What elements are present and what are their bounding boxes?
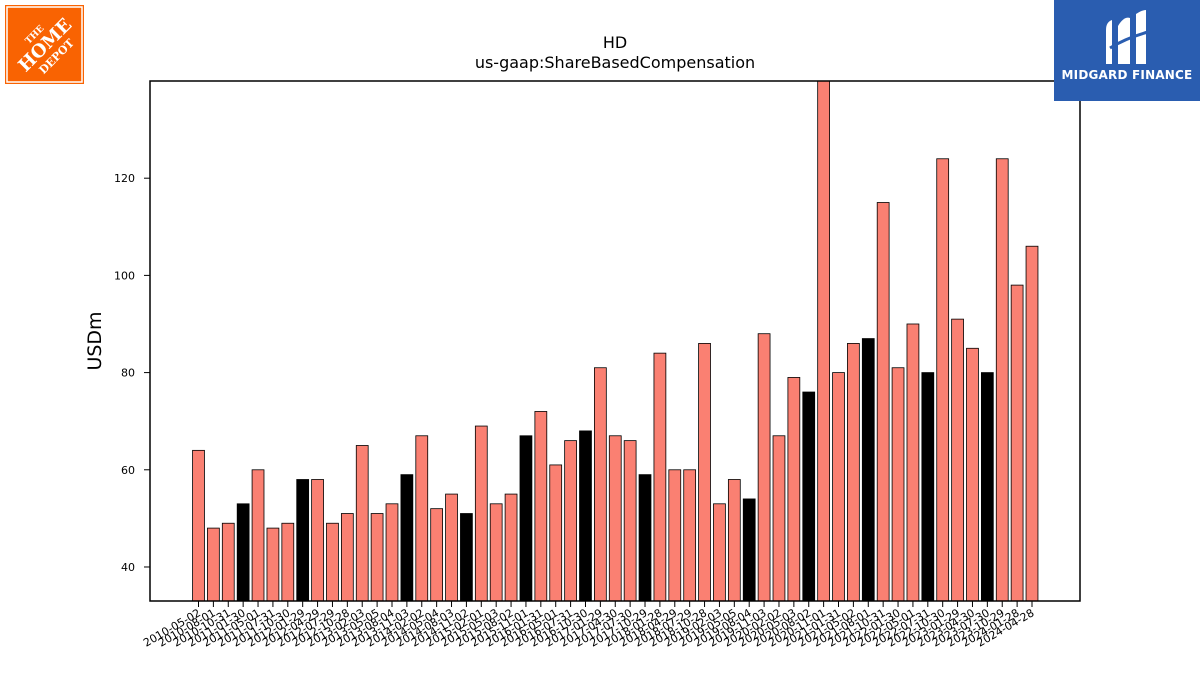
bar xyxy=(668,469,682,602)
bar xyxy=(876,202,890,602)
bar xyxy=(891,367,905,602)
midgard-mark-icon xyxy=(1106,10,1149,64)
bar xyxy=(355,445,369,602)
bar xyxy=(1010,284,1024,602)
bar xyxy=(534,411,548,602)
bar xyxy=(817,80,830,602)
bar xyxy=(489,503,503,602)
bar xyxy=(861,338,875,602)
bar xyxy=(713,503,726,602)
bar xyxy=(966,347,979,602)
bar xyxy=(430,508,444,602)
bar xyxy=(623,440,637,602)
bar xyxy=(340,513,354,602)
chart-title: HD xyxy=(603,33,627,52)
bar xyxy=(564,440,577,602)
x-axis-ticks: 2010-05-022010-08-012010-10-312011-01-30… xyxy=(141,601,1037,650)
home-depot-logo: THE HOME DEPOT xyxy=(5,5,84,84)
plot-frame xyxy=(149,80,1081,602)
y-tick-label: 80 xyxy=(121,367,135,380)
y-tick-label: 120 xyxy=(114,172,135,185)
bar xyxy=(474,425,488,602)
bar xyxy=(221,522,235,602)
bar xyxy=(936,158,950,602)
bar xyxy=(951,318,964,602)
bar xyxy=(460,513,473,602)
y-axis-label: USDm xyxy=(84,311,106,370)
y-tick-label: 40 xyxy=(121,561,135,574)
bar xyxy=(787,377,801,602)
bar xyxy=(757,333,771,602)
bars-group xyxy=(192,80,1039,602)
bar xyxy=(207,527,220,602)
bar xyxy=(995,158,1009,602)
bar xyxy=(415,435,429,602)
bar xyxy=(385,503,399,602)
bar xyxy=(742,498,756,602)
bar xyxy=(727,479,741,602)
bar xyxy=(608,435,622,602)
bar xyxy=(370,513,384,602)
bar xyxy=(251,469,265,602)
bar xyxy=(980,372,994,602)
bar xyxy=(698,343,711,602)
y-tick-label: 100 xyxy=(114,269,135,282)
midgard-logo-text: MIDGARD FINANCE xyxy=(1061,68,1193,82)
bar xyxy=(638,474,652,602)
bar xyxy=(847,343,860,602)
bar xyxy=(549,464,563,602)
bar xyxy=(266,527,280,602)
bar xyxy=(445,493,458,602)
bar xyxy=(579,430,592,602)
bar xyxy=(326,522,339,602)
bar xyxy=(772,435,786,602)
bar xyxy=(683,469,697,602)
bar xyxy=(1025,245,1039,602)
bar xyxy=(519,435,533,602)
bar xyxy=(192,449,205,602)
bar xyxy=(504,493,518,602)
midgard-finance-logo: MIDGARD FINANCE xyxy=(1054,0,1200,101)
bar xyxy=(236,503,250,602)
bar xyxy=(311,479,324,602)
bar xyxy=(296,479,310,602)
y-axis-ticks: 40 60 80 100 120 xyxy=(114,172,150,574)
bar xyxy=(832,372,845,602)
bar xyxy=(906,323,920,602)
bar xyxy=(594,367,607,602)
y-tick-label: 60 xyxy=(121,464,135,477)
bar xyxy=(281,522,295,602)
bar xyxy=(802,391,816,602)
bar xyxy=(921,372,935,602)
bar xyxy=(653,352,667,602)
chart-subtitle: us-gaap:ShareBasedCompensation xyxy=(475,53,755,72)
bar xyxy=(400,474,414,602)
